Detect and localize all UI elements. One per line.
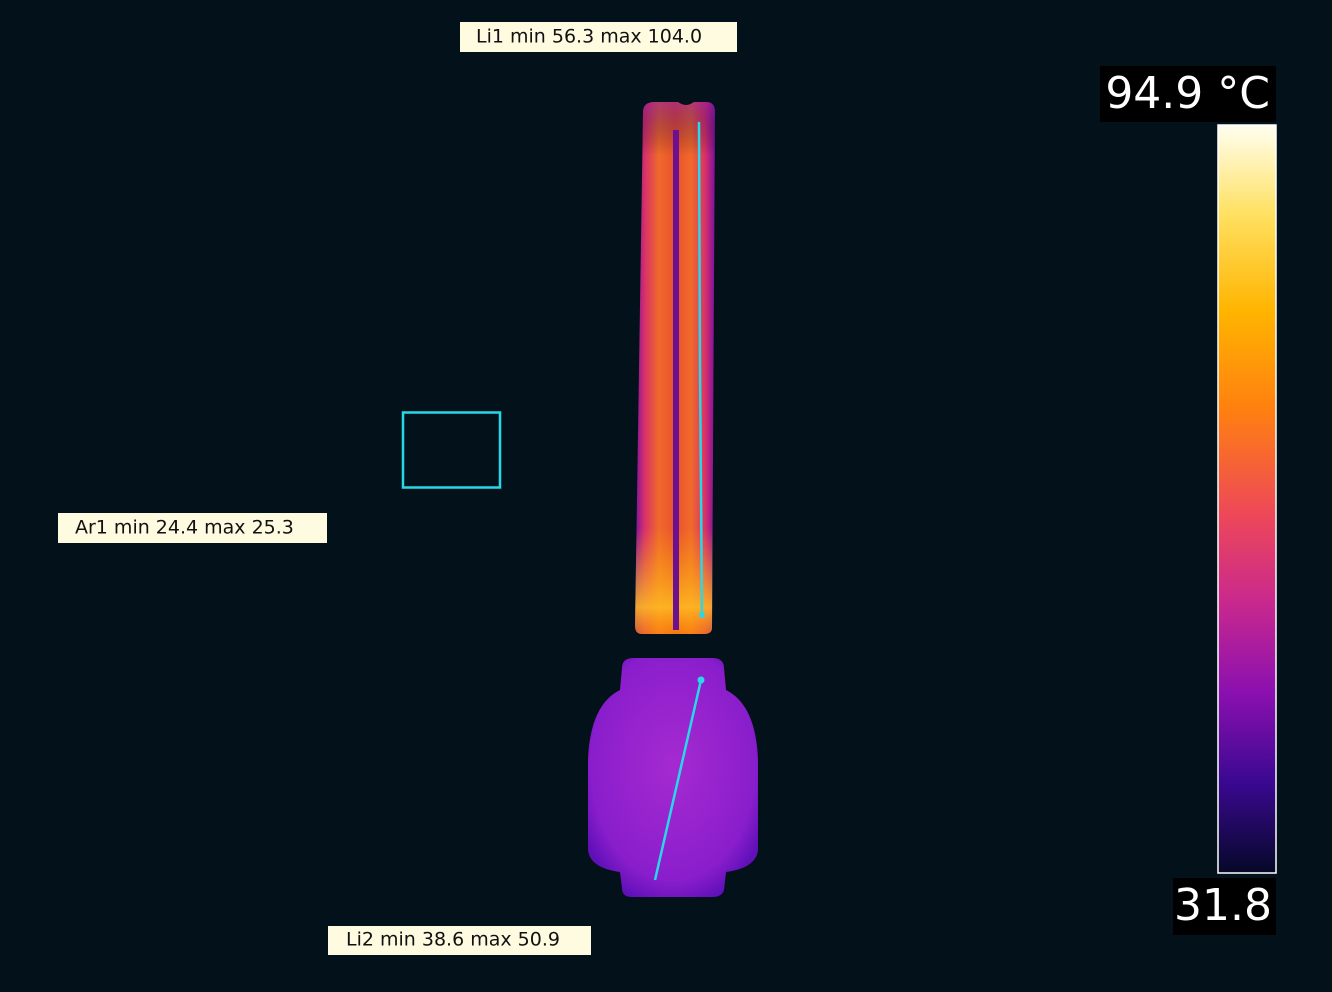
label-li2: Li2 min 38.6 max 50.9 bbox=[346, 929, 560, 951]
label-box bbox=[460, 22, 737, 52]
scale-min: 31.8 bbox=[1174, 880, 1272, 931]
line-li1 bbox=[697, 121, 704, 616]
line-end bbox=[697, 676, 705, 684]
area-ar1 bbox=[401, 411, 502, 489]
line-li2 bbox=[653, 679, 703, 881]
scale-min-box bbox=[1173, 878, 1276, 935]
line-end bbox=[699, 612, 705, 618]
scale-max-box bbox=[1100, 66, 1276, 122]
scale-max: 94.9 °C bbox=[1105, 68, 1270, 119]
color-bar bbox=[1217, 124, 1277, 874]
label-ar1: Ar1 min 24.4 max 25.3 bbox=[75, 517, 294, 539]
label-box bbox=[328, 926, 591, 955]
bottle bbox=[588, 658, 758, 897]
label-li1: Li1 min 56.3 max 104.0 bbox=[476, 26, 702, 48]
tube bbox=[635, 102, 715, 634]
label-box bbox=[58, 513, 327, 543]
